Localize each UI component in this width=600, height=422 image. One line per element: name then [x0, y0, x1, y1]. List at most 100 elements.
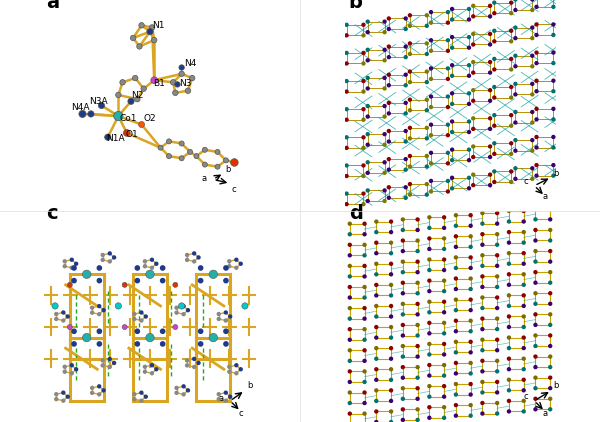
- Circle shape: [531, 177, 534, 180]
- Circle shape: [481, 254, 484, 257]
- Circle shape: [179, 141, 184, 146]
- Circle shape: [375, 410, 378, 413]
- Circle shape: [549, 302, 552, 305]
- Circle shape: [101, 359, 104, 362]
- Circle shape: [416, 271, 419, 274]
- Circle shape: [97, 329, 101, 333]
- Circle shape: [416, 281, 419, 284]
- Circle shape: [229, 395, 232, 398]
- Circle shape: [366, 87, 369, 90]
- Circle shape: [62, 319, 65, 322]
- Circle shape: [549, 365, 552, 368]
- Circle shape: [175, 391, 178, 394]
- Circle shape: [230, 159, 238, 166]
- Text: d: d: [349, 204, 362, 223]
- Circle shape: [446, 123, 449, 126]
- Circle shape: [428, 258, 431, 261]
- Circle shape: [190, 75, 195, 81]
- Circle shape: [401, 376, 404, 379]
- Circle shape: [522, 325, 525, 328]
- Circle shape: [409, 126, 412, 129]
- Circle shape: [510, 57, 512, 60]
- Circle shape: [488, 145, 491, 148]
- Circle shape: [469, 393, 472, 396]
- Circle shape: [140, 399, 143, 402]
- Circle shape: [508, 241, 511, 244]
- Circle shape: [496, 391, 499, 394]
- Circle shape: [401, 408, 404, 411]
- Circle shape: [101, 258, 104, 261]
- Circle shape: [363, 370, 366, 373]
- Circle shape: [388, 158, 390, 161]
- Circle shape: [348, 275, 351, 278]
- Circle shape: [425, 154, 428, 157]
- Text: b: b: [349, 0, 362, 12]
- Circle shape: [451, 35, 454, 38]
- Circle shape: [510, 86, 512, 89]
- Circle shape: [493, 68, 496, 71]
- Text: b: b: [553, 381, 559, 390]
- Circle shape: [348, 391, 351, 394]
- Circle shape: [430, 179, 433, 182]
- Circle shape: [404, 196, 407, 199]
- Circle shape: [151, 77, 158, 84]
- Circle shape: [155, 368, 158, 371]
- Circle shape: [451, 8, 454, 11]
- Circle shape: [416, 355, 419, 358]
- Circle shape: [522, 336, 525, 339]
- Circle shape: [472, 43, 475, 46]
- Circle shape: [145, 395, 147, 398]
- Circle shape: [345, 51, 348, 54]
- Circle shape: [383, 143, 386, 146]
- Circle shape: [481, 401, 484, 404]
- Circle shape: [534, 207, 537, 210]
- Circle shape: [404, 186, 407, 189]
- Circle shape: [531, 139, 534, 142]
- Circle shape: [496, 401, 499, 404]
- Circle shape: [430, 106, 433, 108]
- Circle shape: [401, 260, 404, 263]
- Circle shape: [469, 245, 472, 248]
- Circle shape: [467, 74, 470, 77]
- Circle shape: [549, 313, 552, 316]
- Circle shape: [508, 325, 511, 328]
- Circle shape: [522, 378, 525, 381]
- Circle shape: [552, 107, 555, 110]
- Circle shape: [409, 52, 412, 55]
- Circle shape: [401, 313, 404, 316]
- Text: a: a: [202, 174, 207, 183]
- Text: a: a: [219, 394, 224, 403]
- Circle shape: [97, 266, 101, 270]
- Circle shape: [510, 124, 512, 127]
- Circle shape: [535, 90, 538, 93]
- Circle shape: [425, 183, 428, 186]
- Circle shape: [481, 391, 484, 394]
- Circle shape: [531, 167, 534, 170]
- Circle shape: [375, 315, 378, 318]
- Circle shape: [388, 56, 390, 59]
- Circle shape: [363, 391, 366, 394]
- Circle shape: [531, 54, 534, 57]
- Circle shape: [467, 92, 470, 95]
- Circle shape: [55, 317, 58, 320]
- Circle shape: [534, 249, 537, 252]
- Circle shape: [217, 393, 220, 396]
- Circle shape: [510, 170, 512, 173]
- Circle shape: [116, 92, 121, 97]
- Circle shape: [531, 8, 534, 11]
- Circle shape: [366, 59, 369, 62]
- Circle shape: [98, 305, 101, 308]
- Circle shape: [348, 296, 351, 299]
- Circle shape: [522, 410, 525, 413]
- Circle shape: [348, 307, 351, 310]
- Circle shape: [63, 365, 66, 368]
- Circle shape: [197, 256, 200, 259]
- Circle shape: [401, 250, 404, 253]
- Circle shape: [454, 361, 457, 364]
- Circle shape: [62, 391, 65, 394]
- Circle shape: [388, 196, 390, 199]
- Circle shape: [375, 284, 378, 287]
- Circle shape: [496, 254, 499, 257]
- Circle shape: [348, 243, 351, 246]
- Circle shape: [534, 355, 537, 358]
